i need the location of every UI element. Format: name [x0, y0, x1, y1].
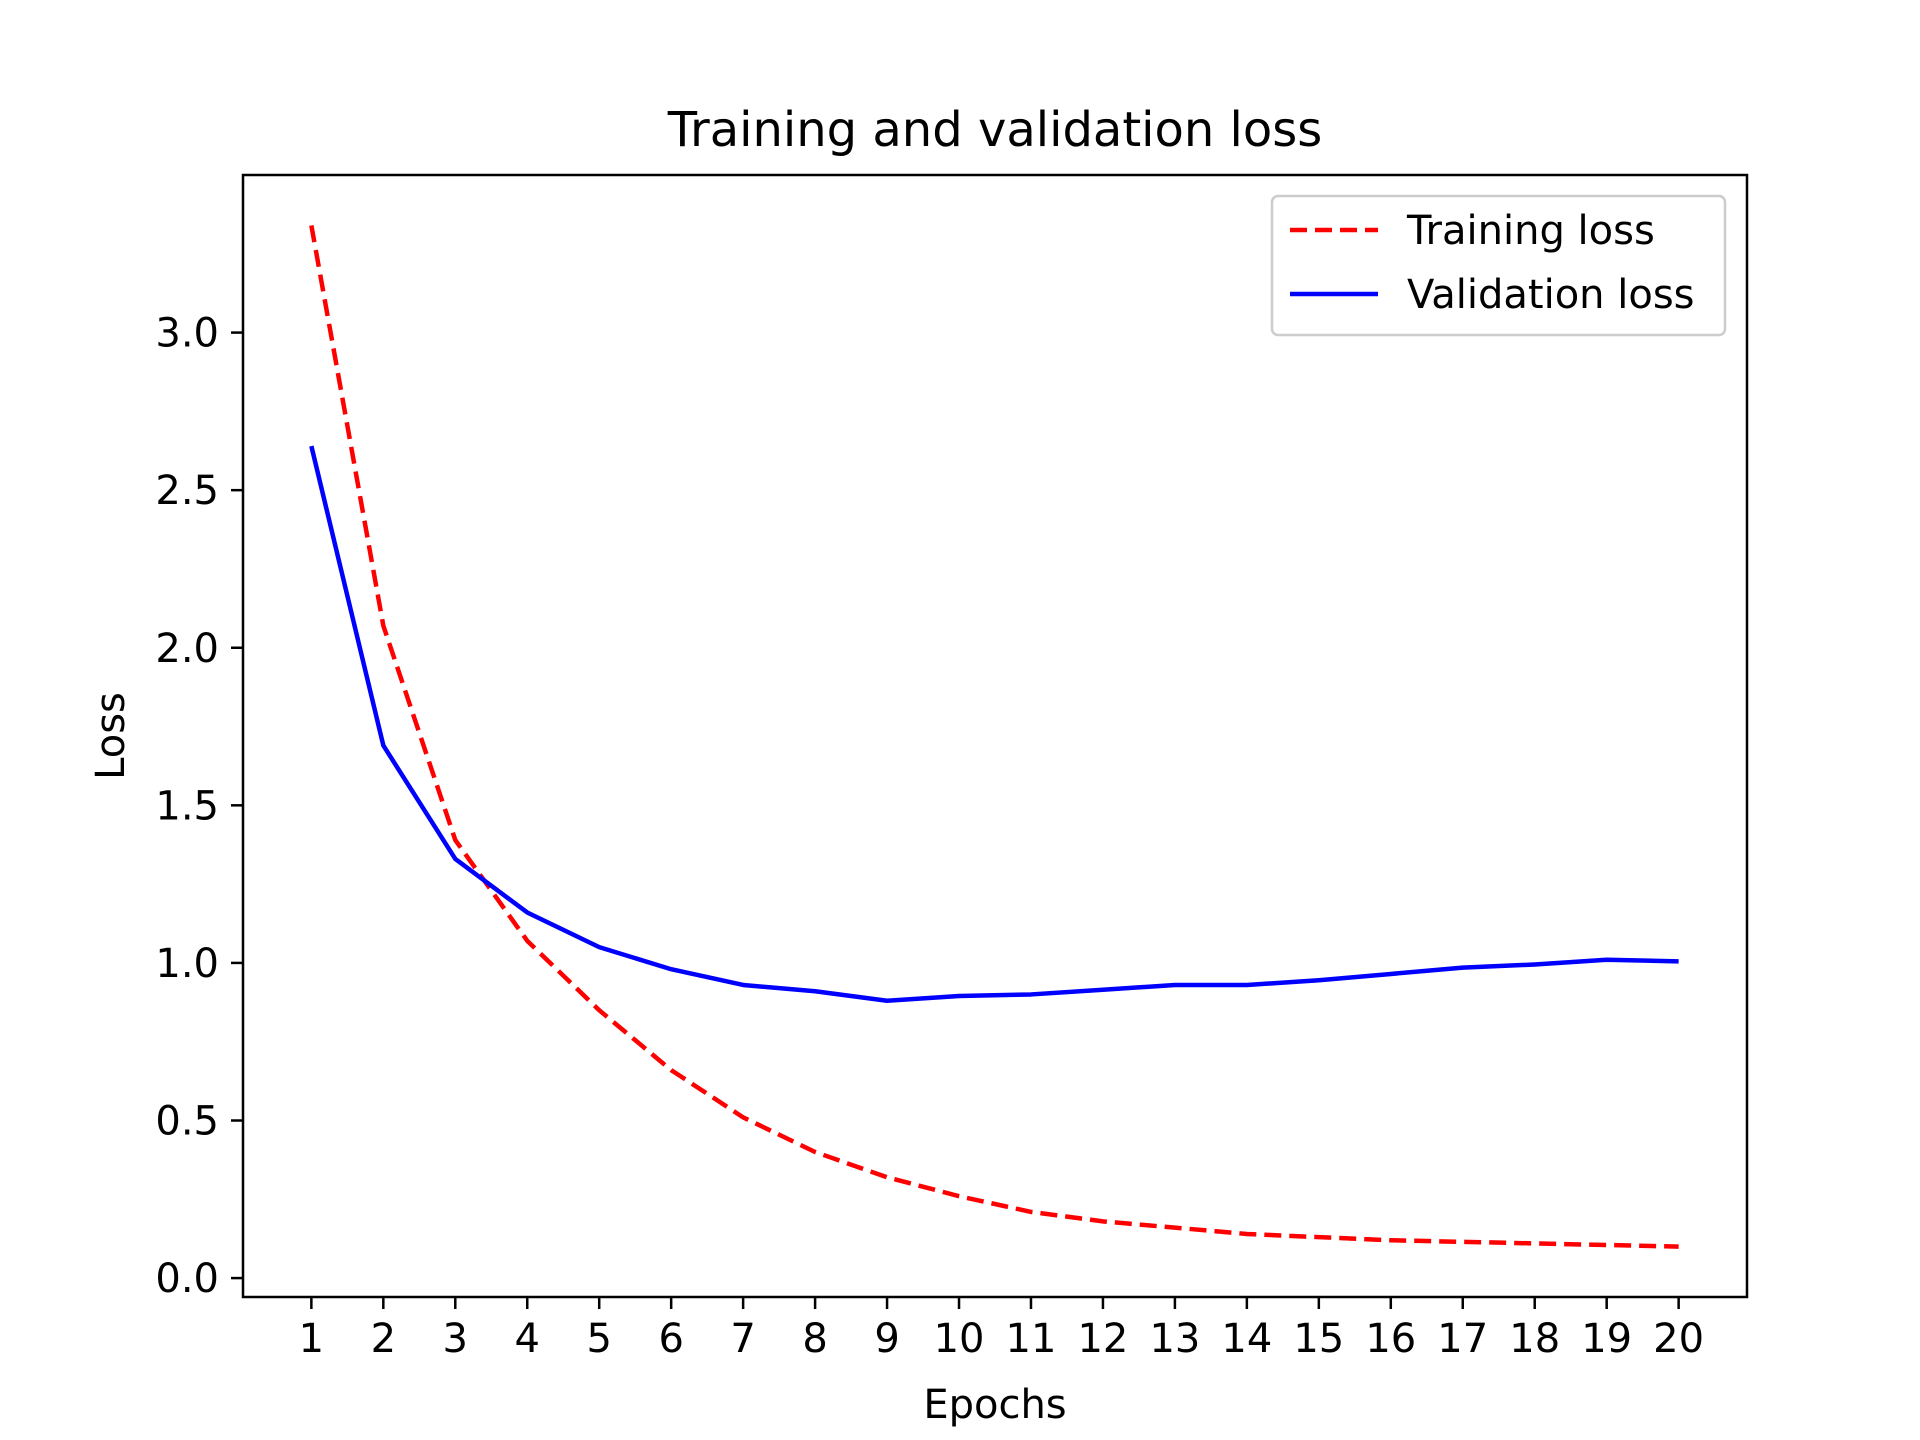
data-point-training-loss	[524, 938, 530, 944]
data-point-validation-loss	[308, 443, 314, 449]
y-tick-label: 1.5	[155, 783, 219, 829]
data-point-validation-loss	[1172, 982, 1178, 988]
data-point-validation-loss	[740, 982, 746, 988]
data-point-training-loss	[1388, 1237, 1394, 1243]
data-point-training-loss	[740, 1114, 746, 1120]
x-tick-label: 2	[371, 1316, 396, 1362]
x-tick-label: 10	[934, 1316, 985, 1362]
data-point-validation-loss	[1244, 982, 1250, 988]
data-point-training-loss	[380, 623, 386, 629]
y-tick-label: 2.0	[155, 626, 219, 672]
data-point-validation-loss	[956, 993, 962, 999]
x-tick-label: 14	[1221, 1316, 1272, 1362]
data-point-training-loss	[308, 222, 314, 228]
data-point-validation-loss	[1028, 991, 1034, 997]
data-point-training-loss	[1460, 1239, 1466, 1245]
series-line-training-loss	[309, 225, 1679, 1249]
x-axis: 1 2 3 4 5 6 7 8 9 10 11 12 13 14 15 16 17 18 19 20	[299, 1297, 1704, 1362]
plot-series	[308, 222, 1682, 1250]
data-point-training-loss	[884, 1174, 890, 1180]
x-tick-label: 1	[299, 1316, 324, 1362]
x-tick-label: 17	[1437, 1316, 1488, 1362]
data-point-validation-loss	[524, 909, 530, 915]
chart-title: Training and validation loss	[667, 102, 1323, 158]
y-tick-label: 0.0	[155, 1256, 219, 1302]
data-point-training-loss	[596, 1007, 602, 1013]
y-axis-label: Loss	[88, 692, 134, 780]
y-tick-label: 3.0	[155, 311, 219, 357]
x-tick-label: 18	[1509, 1316, 1560, 1362]
data-point-validation-loss	[596, 944, 602, 950]
legend-label-validation-loss: Validation loss	[1407, 272, 1695, 318]
data-point-training-loss	[956, 1193, 962, 1199]
data-point-training-loss	[1532, 1240, 1538, 1246]
data-point-validation-loss	[884, 998, 890, 1004]
y-tick-label: 1.0	[155, 941, 219, 987]
data-point-validation-loss	[668, 966, 674, 972]
data-point-validation-loss	[812, 988, 818, 994]
x-tick-label: 6	[658, 1316, 683, 1362]
data-point-training-loss	[1316, 1234, 1322, 1240]
x-tick-label: 11	[1006, 1316, 1057, 1362]
x-tick-label: 12	[1077, 1316, 1128, 1362]
x-tick-label: 7	[730, 1316, 755, 1362]
data-point-validation-loss	[1604, 957, 1610, 963]
series-line-validation-loss	[309, 445, 1679, 1003]
legend-box	[1270, 194, 1727, 337]
data-point-validation-loss	[1460, 965, 1466, 971]
legend: Training loss Validation loss	[1270, 194, 1727, 337]
data-point-validation-loss	[1100, 987, 1106, 993]
data-point-training-loss	[812, 1149, 818, 1155]
data-point-validation-loss	[380, 742, 386, 748]
data-point-training-loss	[1172, 1225, 1178, 1231]
x-tick-label: 20	[1653, 1316, 1704, 1362]
x-tick-label: 13	[1149, 1316, 1200, 1362]
data-point-validation-loss	[1676, 958, 1682, 964]
x-tick-label: 3	[443, 1316, 468, 1362]
plot-frame	[241, 173, 1749, 1299]
x-tick-label: 8	[802, 1316, 827, 1362]
y-tick-label: 0.5	[155, 1099, 219, 1145]
data-point-training-loss	[1028, 1209, 1034, 1215]
x-tick-label: 15	[1293, 1316, 1344, 1362]
x-axis-label: Epochs	[923, 1382, 1066, 1428]
data-point-validation-loss	[1388, 971, 1394, 977]
legend-label-training-loss: Training loss	[1406, 208, 1655, 254]
x-tick-label: 9	[874, 1316, 899, 1362]
data-point-validation-loss	[452, 856, 458, 862]
x-tick-label: 4	[515, 1316, 540, 1362]
y-tick-label: 2.5	[155, 468, 219, 514]
data-point-training-loss	[1604, 1242, 1610, 1248]
data-point-training-loss	[452, 837, 458, 843]
data-point-validation-loss	[1532, 961, 1538, 967]
data-point-training-loss	[1244, 1231, 1250, 1237]
data-point-training-loss	[1100, 1218, 1106, 1224]
x-tick-label: 5	[586, 1316, 611, 1362]
y-axis: 0.0 0.5 1.0 1.5 2.0 2.5 3.0	[155, 311, 243, 1302]
x-tick-label: 16	[1365, 1316, 1416, 1362]
data-point-training-loss	[1676, 1244, 1682, 1250]
x-tick-label: 19	[1581, 1316, 1632, 1362]
data-point-validation-loss	[1316, 977, 1322, 983]
data-point-training-loss	[668, 1067, 674, 1073]
